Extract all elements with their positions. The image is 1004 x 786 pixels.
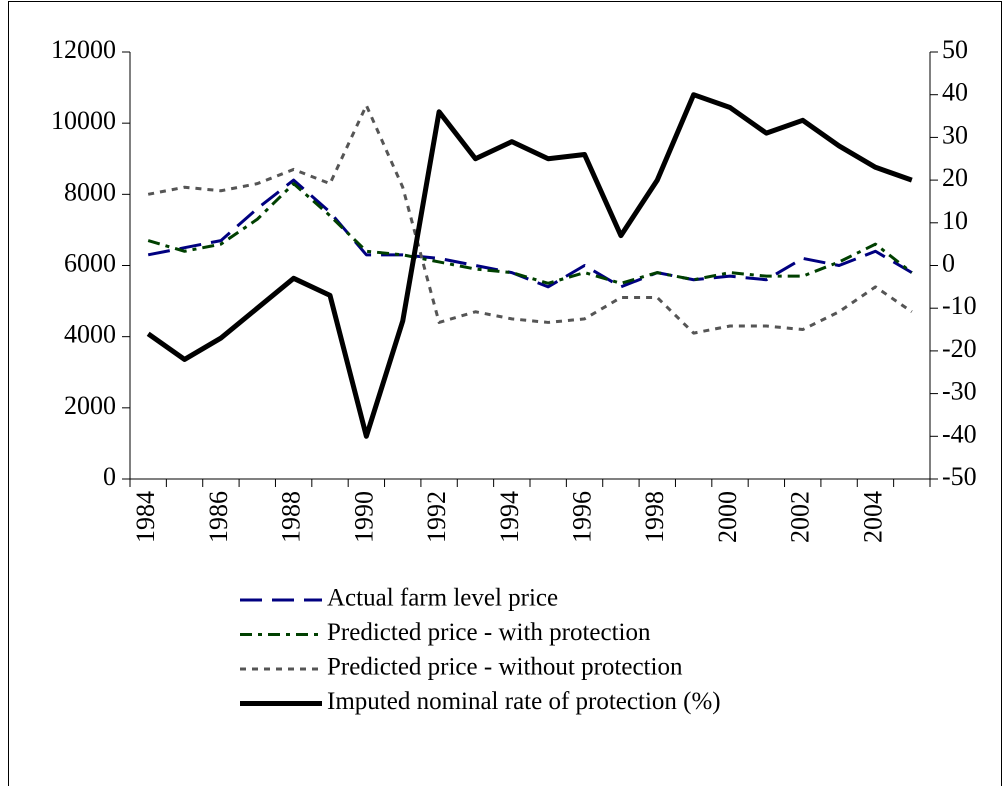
x-tick-label: 1994 (495, 491, 524, 543)
y-tick-label: 12000 (51, 35, 116, 64)
legend-entry: Imputed nominal rate of protection (%) (240, 688, 721, 715)
y2-tick-label: 0 (942, 248, 955, 277)
legend-entry: Predicted price - with protection (240, 619, 651, 646)
x-tick-label: 2004 (858, 491, 887, 543)
y2-tick-label: -30 (942, 377, 977, 406)
x-tick-label: 1996 (568, 491, 597, 543)
y-tick-label: 0 (103, 462, 116, 491)
y2-tick-label: 30 (942, 120, 968, 149)
series-line (146, 92, 913, 439)
legend-label: Predicted price - with protection (327, 619, 651, 646)
series-line (147, 182, 913, 285)
x-tick-label: 1998 (640, 491, 669, 543)
x-tick-label: 1986 (204, 491, 233, 543)
y-tick-label: 8000 (64, 177, 116, 206)
y-tick-label: 10000 (51, 106, 116, 135)
series-line (147, 178, 913, 289)
x-tick-label: 2000 (713, 491, 742, 543)
y2-tick-label: 40 (942, 78, 968, 107)
y-tick-label: 4000 (64, 320, 116, 349)
y-tick-label: 6000 (64, 248, 116, 277)
x-tick-label: 1992 (422, 491, 451, 543)
x-tick-label: 2002 (786, 491, 815, 543)
legend-entry: Actual farm level price (240, 585, 558, 612)
y2-tick-label: 20 (942, 163, 968, 192)
legend-entry: Predicted price - without protection (240, 654, 683, 681)
x-tick-label: 1988 (277, 491, 306, 543)
y-tick-label: 2000 (64, 391, 116, 420)
y2-tick-label: -20 (942, 334, 977, 363)
y2-tick-label: -10 (942, 291, 977, 320)
legend-label: Actual farm level price (327, 585, 558, 612)
y2-tick-label: -40 (942, 419, 977, 448)
y2-tick-label: 50 (942, 35, 968, 64)
legend-label: Predicted price - without protection (327, 654, 683, 681)
y2-tick-label: 10 (942, 206, 968, 235)
x-tick-label: 1990 (349, 491, 378, 543)
frame (8, 1, 1002, 786)
series-line (147, 103, 913, 335)
x-tick-label: 1984 (131, 491, 160, 543)
legend-label: Imputed nominal rate of protection (%) (327, 688, 721, 715)
y2-tick-label: -50 (942, 462, 977, 491)
